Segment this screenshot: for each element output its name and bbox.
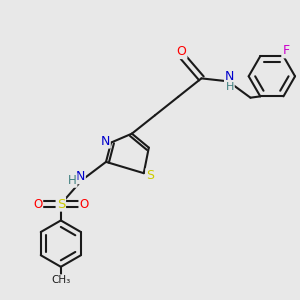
Text: O: O	[80, 198, 88, 211]
Text: H: H	[226, 82, 234, 92]
Text: O: O	[177, 45, 186, 58]
Text: H: H	[68, 174, 76, 187]
Text: O: O	[33, 198, 42, 211]
Text: CH₃: CH₃	[51, 275, 70, 285]
Text: S: S	[146, 169, 154, 182]
Text: S: S	[57, 198, 65, 211]
Text: F: F	[282, 44, 290, 57]
Text: N: N	[225, 70, 234, 83]
Text: N: N	[76, 170, 85, 183]
Text: N: N	[100, 135, 110, 148]
